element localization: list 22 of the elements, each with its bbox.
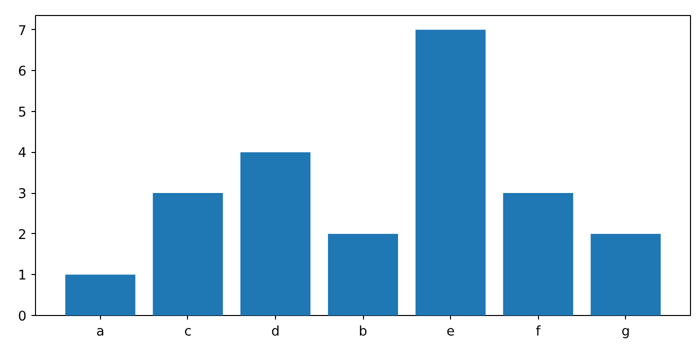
y-tick-label: 5 <box>18 105 27 120</box>
x-tick-label: c <box>184 324 192 340</box>
y-tick-label: 2 <box>18 228 27 243</box>
y-tick-label: 0 <box>18 310 27 324</box>
y-tick-label: 3 <box>18 187 27 202</box>
bar <box>328 234 398 316</box>
bar <box>152 193 223 316</box>
bar <box>416 30 486 316</box>
y-tick-label: 4 <box>18 146 27 162</box>
y-tick-label: 7 <box>18 24 27 39</box>
x-tick-label: f <box>536 324 541 340</box>
x-tick-label: d <box>271 324 280 340</box>
bar <box>240 152 310 316</box>
x-tick-label: g <box>621 324 630 340</box>
x-tick-label: a <box>96 324 104 340</box>
y-tick-label: 1 <box>18 268 27 284</box>
bar <box>503 193 574 316</box>
x-tick-label: b <box>358 324 368 340</box>
y-tick-label: 6 <box>18 64 27 80</box>
bar <box>65 274 136 316</box>
bar <box>590 234 661 316</box>
x-tick-label: e <box>446 324 455 340</box>
